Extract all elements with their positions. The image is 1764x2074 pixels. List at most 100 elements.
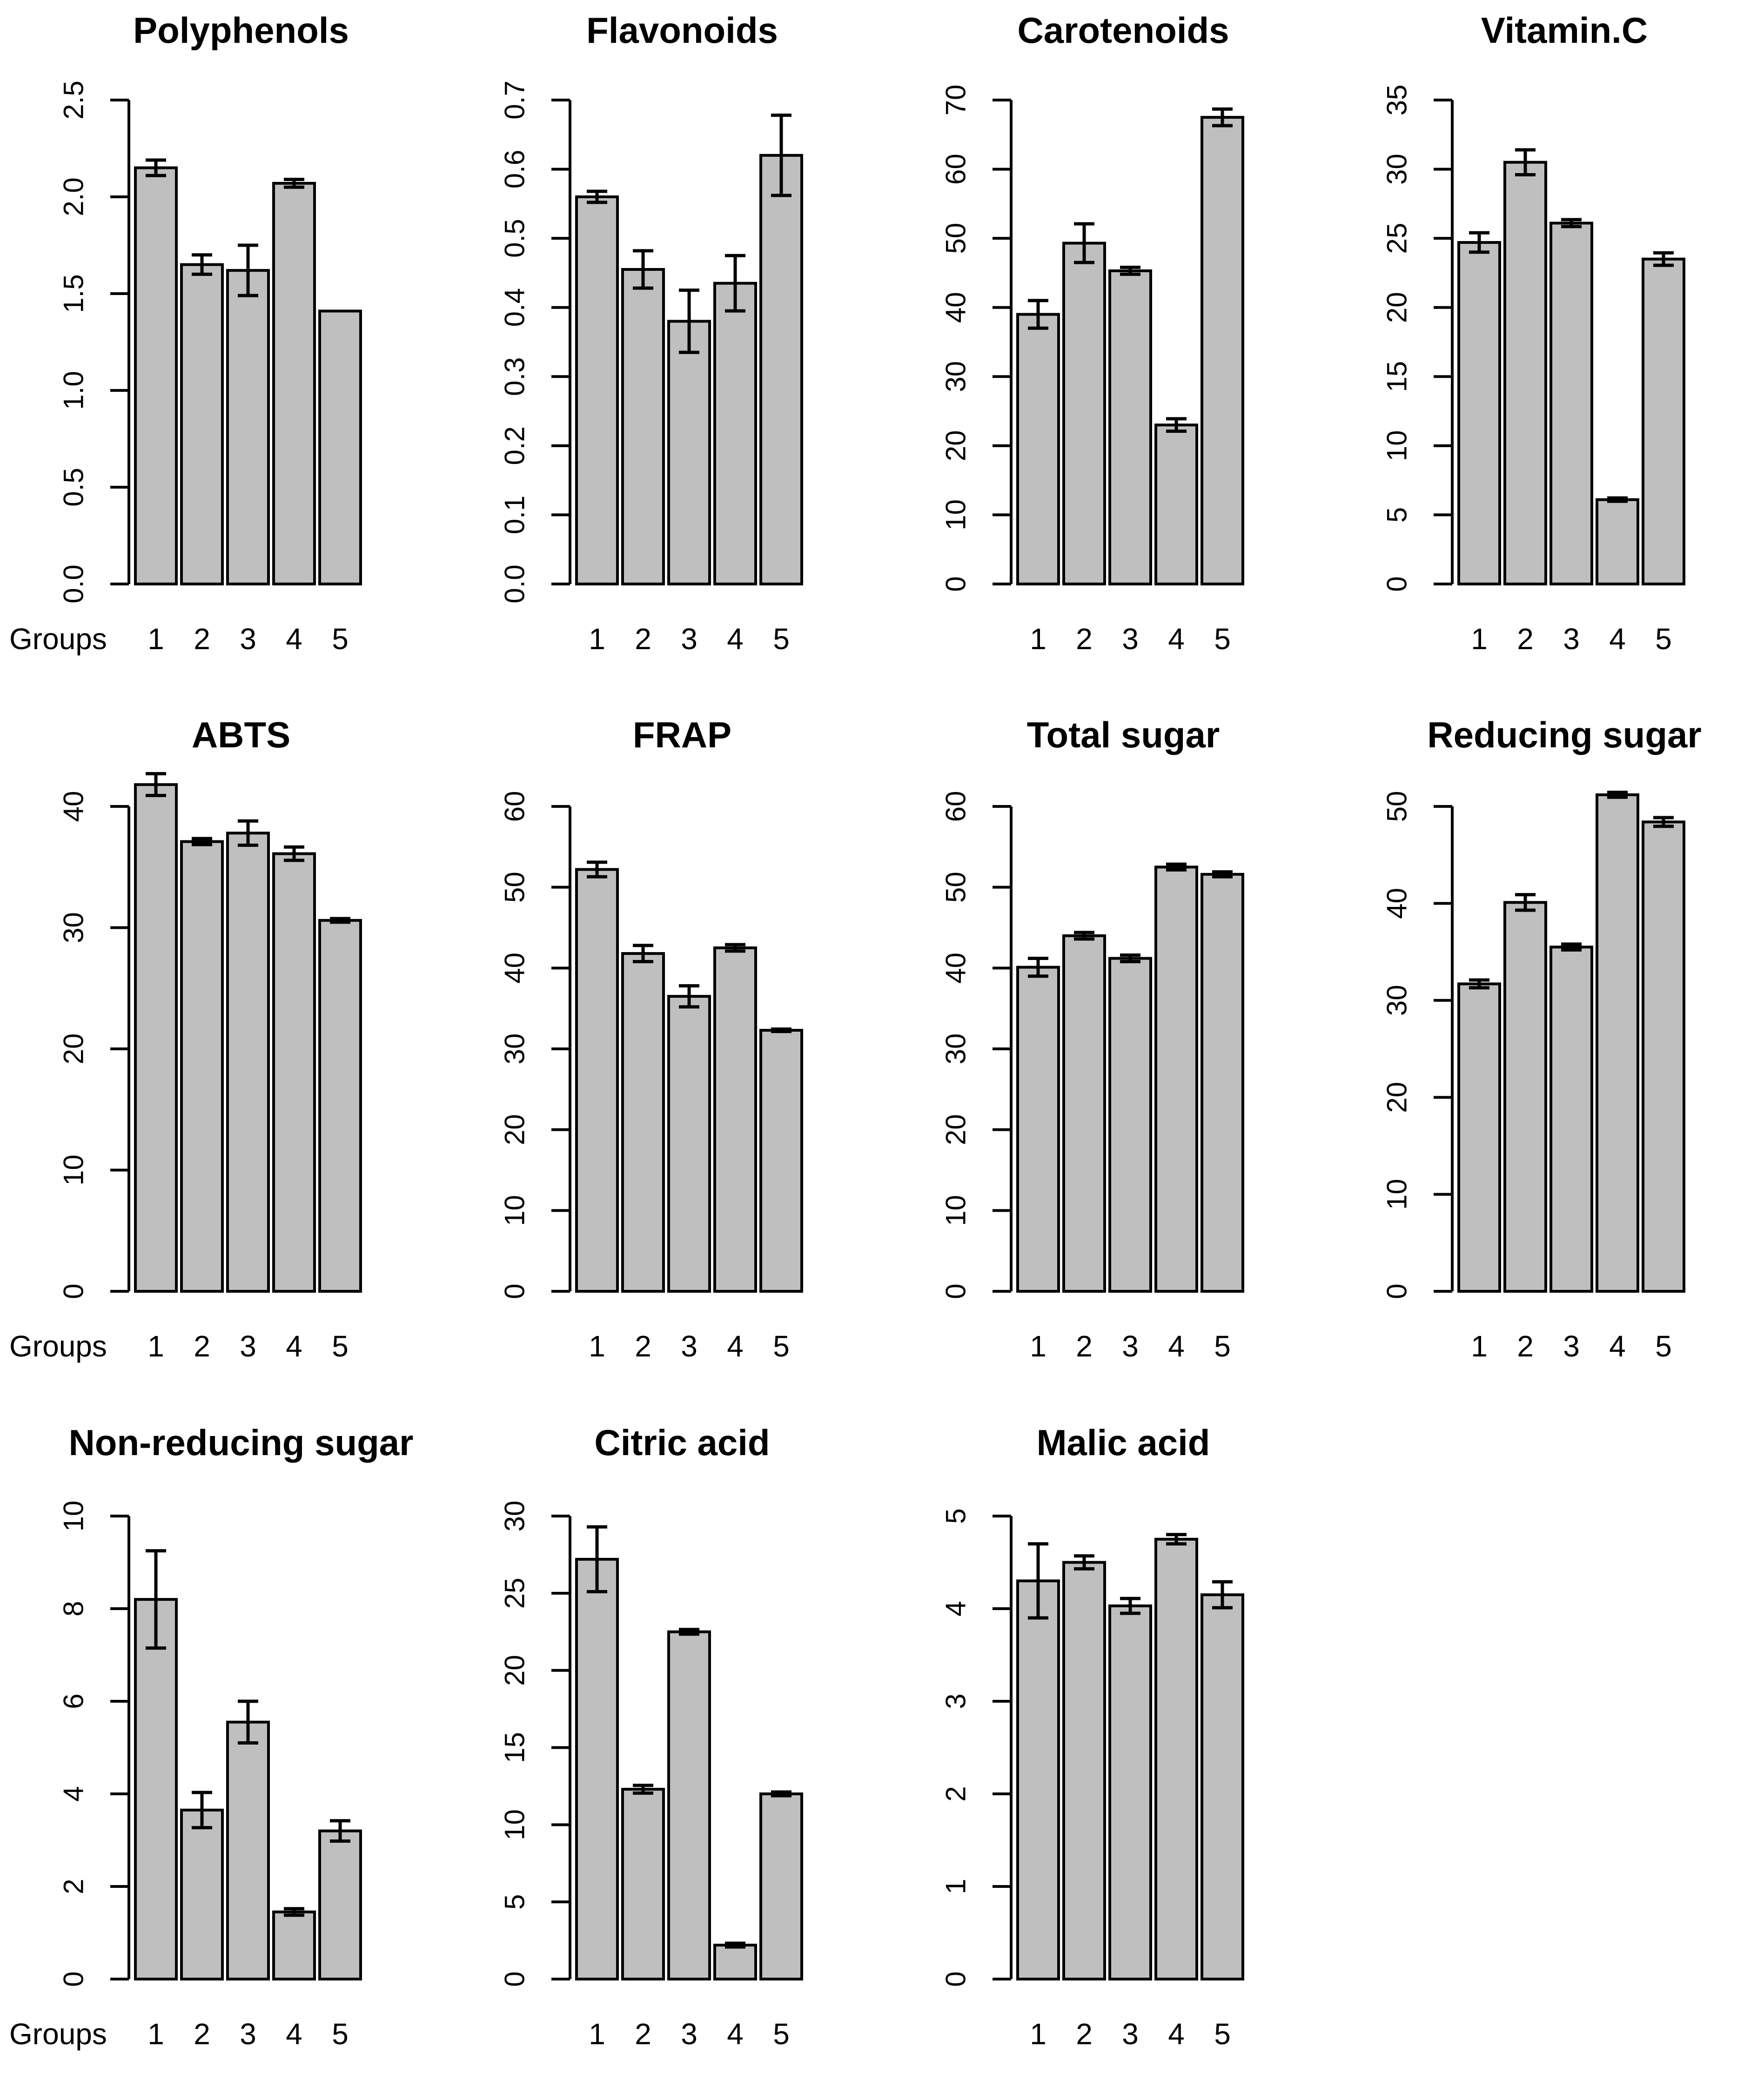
bar <box>1016 1579 1060 1980</box>
y-axis-tick-label: 50 <box>499 872 530 903</box>
y-axis-tick-label: 35 <box>1382 85 1413 116</box>
bar <box>575 868 619 1293</box>
error-bar <box>771 1790 791 1798</box>
groups-axis-label: Groups <box>9 1329 107 1363</box>
bar <box>1457 982 1501 1293</box>
y-axis-tick-label: 25 <box>499 1577 530 1609</box>
error-bar <box>1515 893 1536 912</box>
y-axis-tick-label: 40 <box>940 953 972 984</box>
chart-title: Malic acid <box>1037 1422 1210 1463</box>
bar <box>1596 793 1639 1293</box>
y-axis-tick-label: 0 <box>940 576 972 591</box>
y-axis-tick-label: 30 <box>499 1501 530 1532</box>
bar <box>180 1808 224 1980</box>
y-axis-tick-label: 0.5 <box>58 468 89 506</box>
chart-title: Carotenoids <box>1017 10 1229 51</box>
y-axis-tick-label: 15 <box>499 1732 530 1763</box>
x-category-label: 2 <box>635 1329 651 1363</box>
error-bar <box>1653 251 1674 267</box>
x-category-label: 3 <box>240 622 256 656</box>
bar <box>1503 901 1547 1293</box>
bar <box>180 263 224 585</box>
error-bar <box>192 1791 212 1830</box>
y-axis-tick-label: 50 <box>940 872 972 903</box>
bar <box>134 1598 178 1981</box>
error-bar <box>1120 266 1140 276</box>
error-bar <box>633 1784 653 1795</box>
x-category-label: 5 <box>1655 1329 1672 1363</box>
y-axis-tick-label: 3 <box>940 1693 972 1709</box>
bar <box>1549 946 1593 1293</box>
bar <box>759 154 803 586</box>
x-category-label: 2 <box>194 622 210 656</box>
chart-title: Citric acid <box>594 1422 770 1463</box>
bar <box>1062 1561 1106 1980</box>
error-bar <box>1074 931 1094 941</box>
chart-title: FRAP <box>633 714 731 755</box>
error-bar <box>1607 791 1628 799</box>
chart-panel-flavonoids: Flavonoids 0.0 0.1 0.2 0.3 0.4 0.5 0.6 0.7 1 2 3 4 5 <box>499 10 803 656</box>
x-category-label: 2 <box>194 1329 210 1363</box>
y-axis-tick-label: 20 <box>499 1655 530 1686</box>
error-bar <box>587 860 607 879</box>
error-bar <box>1074 222 1094 264</box>
x-category-label: 1 <box>589 622 605 656</box>
x-category-label: 5 <box>1214 622 1231 656</box>
error-bar <box>771 1027 791 1034</box>
x-category-label: 4 <box>727 622 744 656</box>
x-category-label: 2 <box>1076 2017 1093 2051</box>
error-bar <box>1607 496 1628 503</box>
y-axis-tick-label: 15 <box>1382 361 1413 392</box>
chart-panel-total-sugar: Total sugar 0 10 20 30 40 50 60 1 2 3 4 5 <box>940 714 1244 1363</box>
y-axis-tick-label: 2.5 <box>58 81 89 119</box>
y-axis-tick-label: 0.3 <box>499 357 530 396</box>
chart-title: Polyphenols <box>133 10 349 51</box>
y-axis-tick-label: 10 <box>1382 1179 1413 1210</box>
y-axis-tick-label: 10 <box>940 499 972 530</box>
y-axis-tick-label: 30 <box>499 1034 530 1065</box>
x-category-label: 1 <box>148 1329 164 1363</box>
x-category-label: 5 <box>773 2017 790 2051</box>
y-axis-tick-label: 0.7 <box>499 81 530 119</box>
error-bar <box>1074 1554 1094 1571</box>
error-bar <box>771 114 791 197</box>
bar <box>180 840 224 1293</box>
bar <box>1154 1537 1198 1980</box>
y-axis-tick-label: 6 <box>58 1693 89 1709</box>
bar <box>1457 241 1501 585</box>
y-axis-tick-label: 4 <box>58 1786 89 1801</box>
bar <box>272 1910 316 1980</box>
error-bar <box>1166 1533 1187 1546</box>
y-axis-tick-label: 40 <box>499 953 530 984</box>
y-axis-tick-label: 5 <box>499 1894 530 1909</box>
error-bar <box>1515 148 1536 176</box>
error-bar <box>587 189 607 204</box>
y-axis-tick-label: 60 <box>940 791 972 822</box>
bar <box>1154 866 1198 1293</box>
y-axis-tick-label: 20 <box>499 1114 530 1145</box>
error-bar <box>146 772 166 798</box>
y-axis-tick-label: 0.0 <box>58 564 89 603</box>
y-axis-tick-label: 0.2 <box>499 426 530 465</box>
y-axis-tick-label: 0 <box>499 1971 530 1987</box>
bar <box>667 320 711 585</box>
y-axis-tick-label: 40 <box>58 791 89 822</box>
x-category-label: 1 <box>589 1329 605 1363</box>
y-axis-tick-label: 60 <box>499 791 530 822</box>
bar <box>621 268 665 585</box>
error-bar <box>1028 299 1048 330</box>
y-axis-tick-label: 10 <box>499 1195 530 1226</box>
bar <box>318 309 362 585</box>
error-bar <box>679 289 699 354</box>
bar <box>1154 423 1198 585</box>
x-category-label: 3 <box>1122 1329 1139 1363</box>
y-axis-tick-label: 40 <box>940 292 972 323</box>
bar <box>1201 873 1244 1293</box>
x-category-label: 1 <box>589 2017 605 2051</box>
chart-title: Non-reducing sugar <box>68 1422 413 1463</box>
bar <box>272 852 316 1293</box>
error-bar <box>284 178 304 189</box>
y-axis-tick-label: 0 <box>1382 576 1413 591</box>
